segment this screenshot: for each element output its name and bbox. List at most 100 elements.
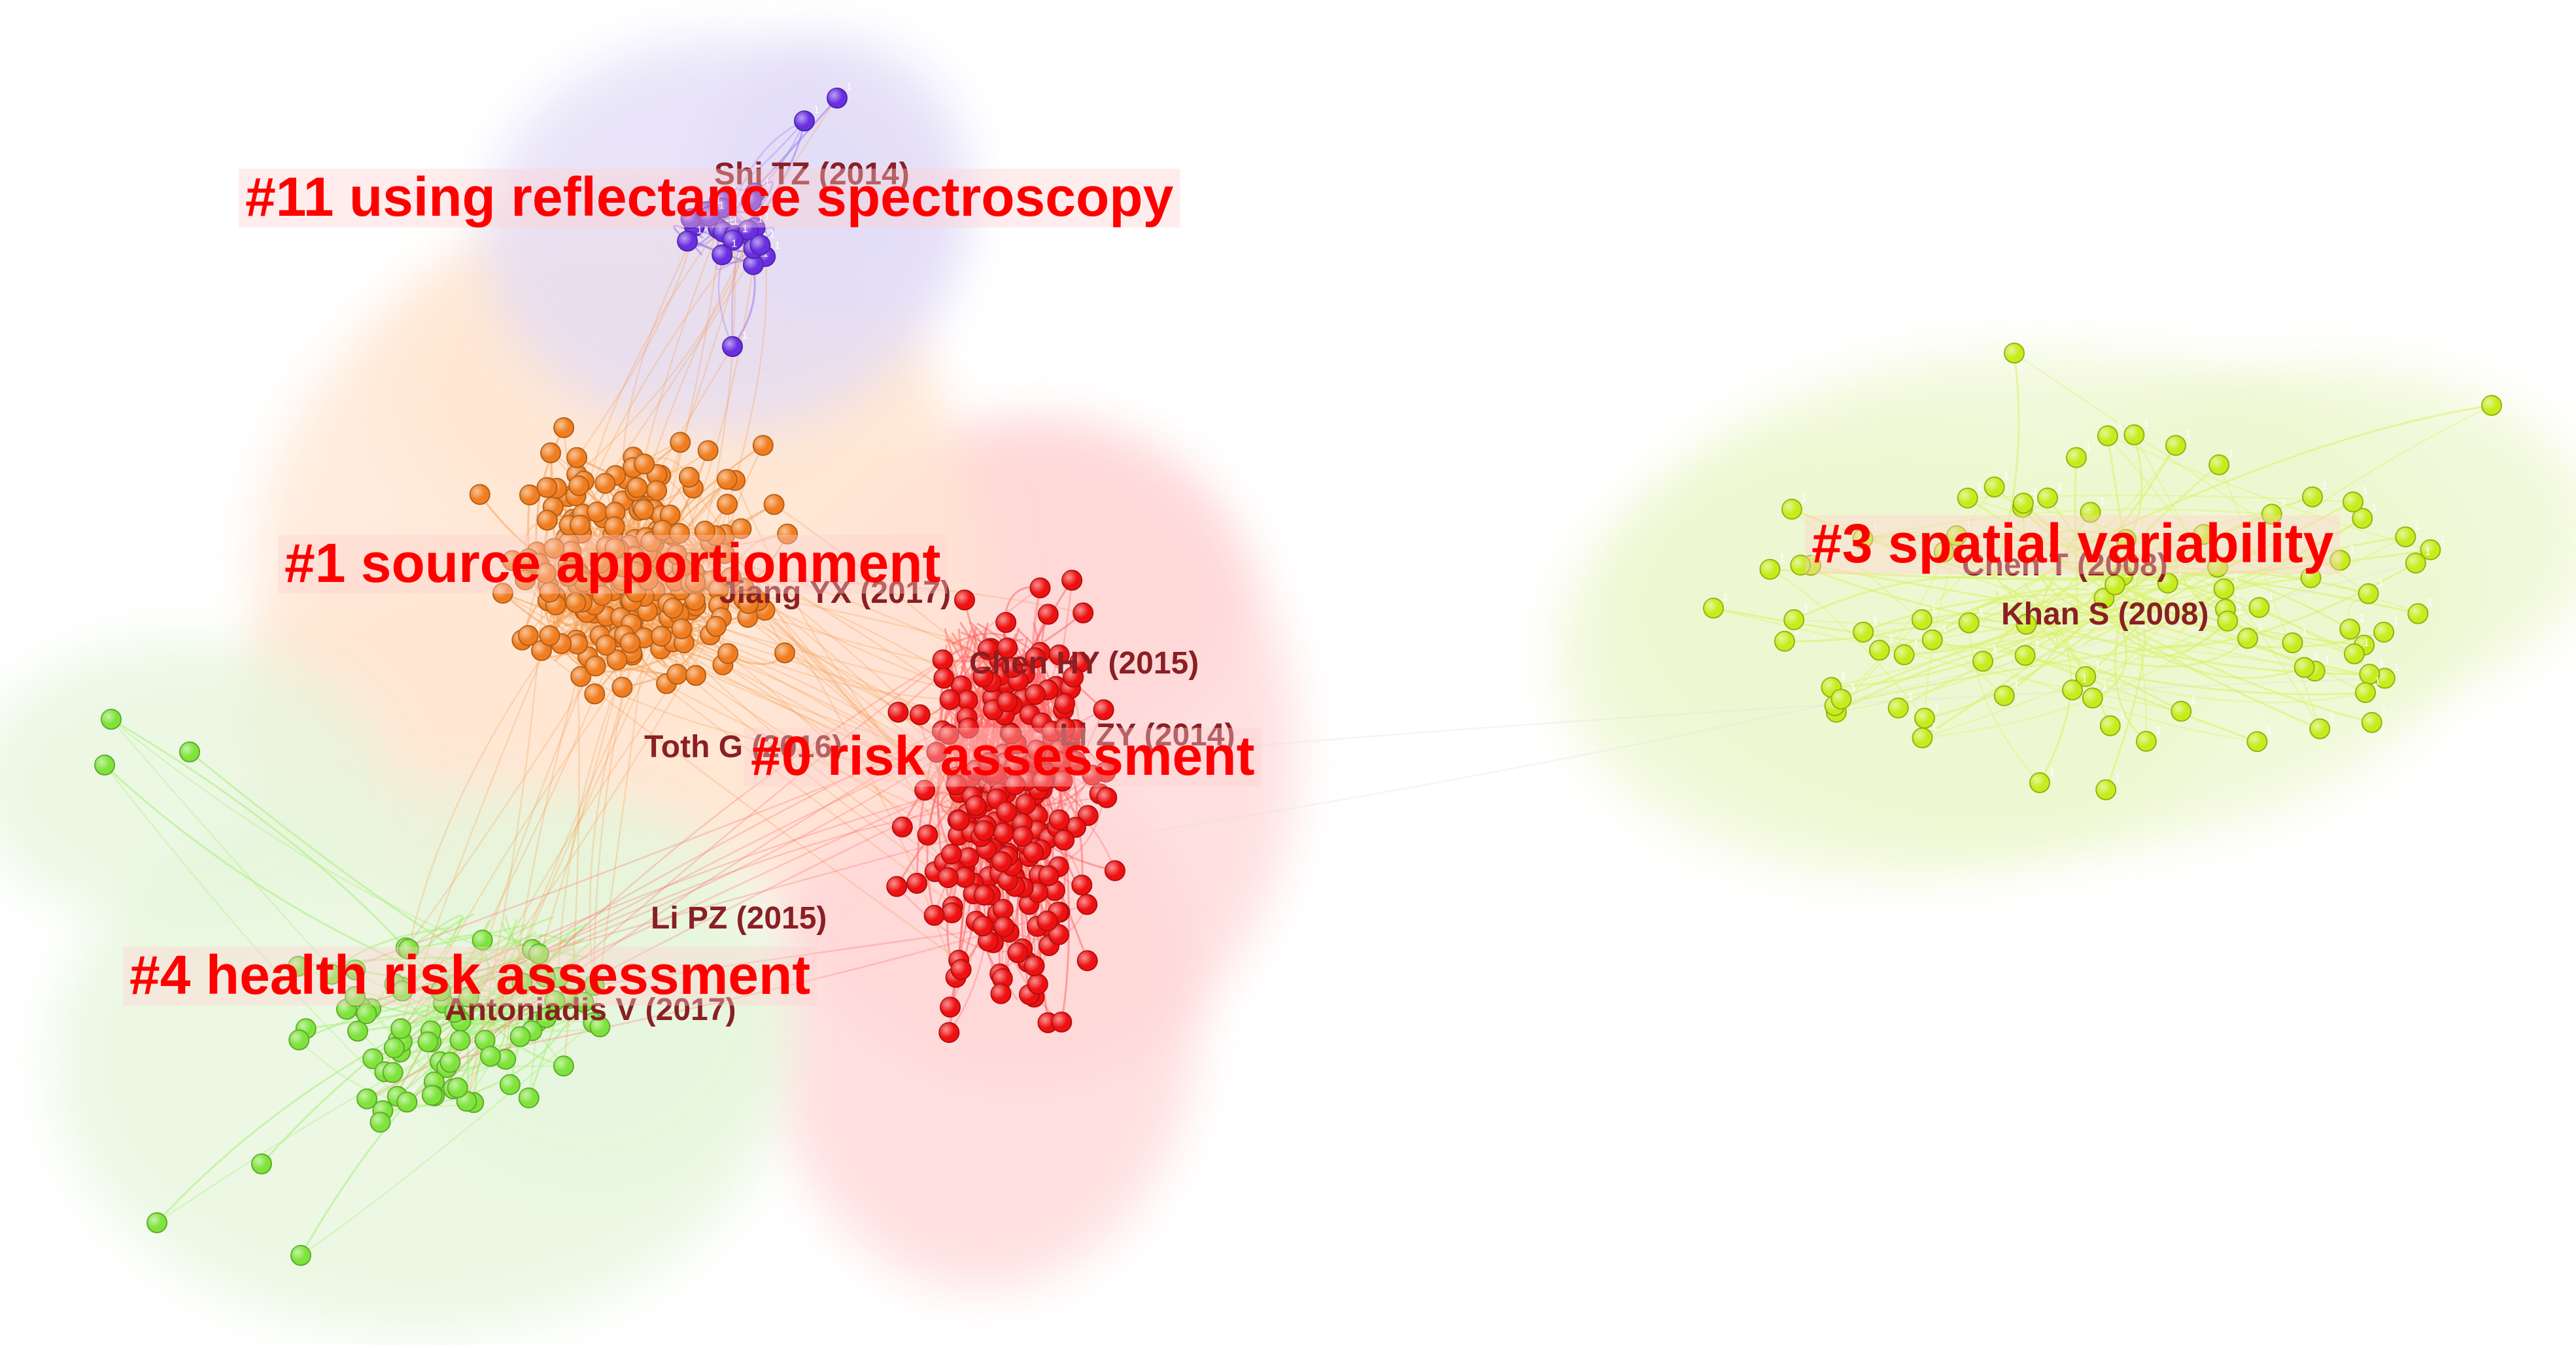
reference-node[interactable] (1038, 865, 1059, 887)
reference-node[interactable] (694, 520, 715, 542)
reference-node[interactable]: 1 (2407, 598, 2433, 624)
reference-node[interactable] (1061, 570, 1083, 591)
reference-node[interactable] (101, 709, 122, 730)
reference-node[interactable] (1026, 740, 1048, 761)
reference-node[interactable]: 1 (740, 184, 766, 212)
reference-node[interactable] (568, 475, 590, 496)
reference-node[interactable]: 1 (1830, 683, 1856, 710)
reference-node[interactable] (509, 1026, 531, 1047)
reference-node[interactable] (950, 959, 972, 980)
reference-node[interactable]: 1 (2193, 518, 2218, 545)
reference-node[interactable] (383, 1037, 405, 1059)
reference-node[interactable] (1093, 699, 1114, 721)
reference-node[interactable] (637, 570, 659, 591)
reference-node[interactable] (1048, 809, 1070, 830)
reference-node[interactable] (573, 991, 594, 1013)
reference-node[interactable] (290, 1245, 311, 1266)
reference-node[interactable]: 1 (2097, 420, 2123, 447)
reference-node[interactable]: 1 (2123, 418, 2149, 445)
reference-node[interactable] (666, 664, 688, 685)
reference-node[interactable] (909, 704, 931, 726)
reference-node[interactable] (573, 571, 594, 592)
reference-node[interactable] (973, 885, 995, 906)
reference-node[interactable] (662, 598, 684, 619)
reference-node[interactable] (534, 966, 556, 988)
reference-node[interactable] (958, 847, 980, 868)
reference-node[interactable]: 1 (2361, 706, 2387, 733)
reference-node[interactable]: 1 (1887, 692, 1914, 719)
reference-node[interactable]: 1 (2358, 577, 2384, 604)
reference-node[interactable] (345, 986, 366, 1008)
reference-node[interactable] (906, 872, 928, 894)
reference-node[interactable] (685, 665, 706, 686)
reference-node[interactable]: 1 (2208, 449, 2234, 475)
reference-node[interactable] (94, 755, 115, 775)
reference-node[interactable] (566, 447, 588, 468)
reference-node[interactable] (1063, 666, 1084, 688)
reference-node[interactable]: 1 (2213, 573, 2239, 600)
reference-node[interactable]: 1 (1868, 634, 1895, 661)
reference-node[interactable] (763, 494, 785, 515)
reference-node[interactable] (528, 943, 549, 964)
reference-node[interactable] (606, 649, 628, 671)
reference-node[interactable] (684, 590, 706, 611)
reference-node[interactable]: 1 (2329, 544, 2355, 571)
reference-node[interactable] (1001, 723, 1022, 745)
reference-node[interactable] (1007, 942, 1029, 963)
reference-node[interactable] (472, 929, 493, 951)
reference-node[interactable] (560, 541, 582, 562)
reference-node[interactable]: 1 (2339, 613, 2365, 640)
reference-node[interactable] (1029, 577, 1051, 599)
reference-node[interactable] (417, 1031, 439, 1053)
reference-node[interactable]: 1 (1783, 604, 1809, 630)
reference-node[interactable]: 1 (2116, 523, 2141, 550)
reference-node[interactable] (1004, 756, 1025, 777)
reference-node[interactable]: 1 (1958, 607, 1984, 634)
reference-node[interactable]: 1 (1781, 493, 1807, 520)
reference-node[interactable] (536, 509, 558, 531)
reference-node[interactable] (369, 1112, 391, 1133)
reference-node[interactable]: 1 (2300, 562, 2326, 588)
reference-node[interactable] (288, 955, 309, 977)
reference-node[interactable]: 1 (794, 105, 819, 131)
reference-node[interactable] (540, 442, 561, 464)
reference-node[interactable] (517, 625, 539, 646)
reference-node[interactable] (938, 724, 959, 745)
reference-node[interactable] (449, 1030, 471, 1051)
reference-node[interactable] (539, 581, 560, 603)
reference-node[interactable] (1073, 602, 1094, 624)
reference-node[interactable] (444, 1002, 466, 1023)
reference-node[interactable]: 1 (749, 229, 775, 256)
reference-node[interactable] (997, 638, 1018, 659)
reference-node[interactable] (992, 898, 1014, 920)
reference-node[interactable]: 1 (1957, 482, 1983, 509)
reference-node[interactable]: 1 (2248, 591, 2275, 619)
reference-node[interactable] (347, 1021, 368, 1042)
reference-node[interactable]: 1 (2104, 569, 2130, 596)
reference-node[interactable] (891, 816, 913, 838)
reference-node[interactable] (713, 543, 735, 564)
reference-node[interactable]: 1 (2359, 658, 2384, 685)
reference-node[interactable] (565, 592, 587, 613)
reference-node[interactable] (1054, 829, 1075, 851)
reference-node[interactable] (421, 1085, 443, 1106)
reference-node[interactable]: 1 (827, 82, 852, 109)
reference-node[interactable] (356, 1088, 378, 1110)
reference-node[interactable] (627, 477, 648, 498)
reference-node[interactable]: 1 (2344, 638, 2369, 664)
reference-node[interactable] (716, 469, 738, 490)
reference-node[interactable]: 1 (2395, 520, 2420, 548)
reference-node[interactable]: 1 (2246, 725, 2272, 753)
reference-node[interactable] (1015, 793, 1037, 815)
reference-node[interactable] (458, 986, 479, 1008)
reference-node[interactable] (671, 618, 693, 639)
reference-node[interactable] (697, 440, 719, 462)
reference-node[interactable]: 1 (1912, 722, 1938, 749)
reference-node[interactable]: 1 (1921, 624, 1948, 651)
reference-node[interactable] (356, 1003, 377, 1025)
reference-node[interactable] (977, 639, 999, 660)
reference-node[interactable] (978, 752, 1000, 774)
reference-node[interactable] (543, 537, 565, 559)
reference-node[interactable] (991, 851, 1012, 872)
reference-node[interactable]: 1 (1911, 604, 1937, 630)
